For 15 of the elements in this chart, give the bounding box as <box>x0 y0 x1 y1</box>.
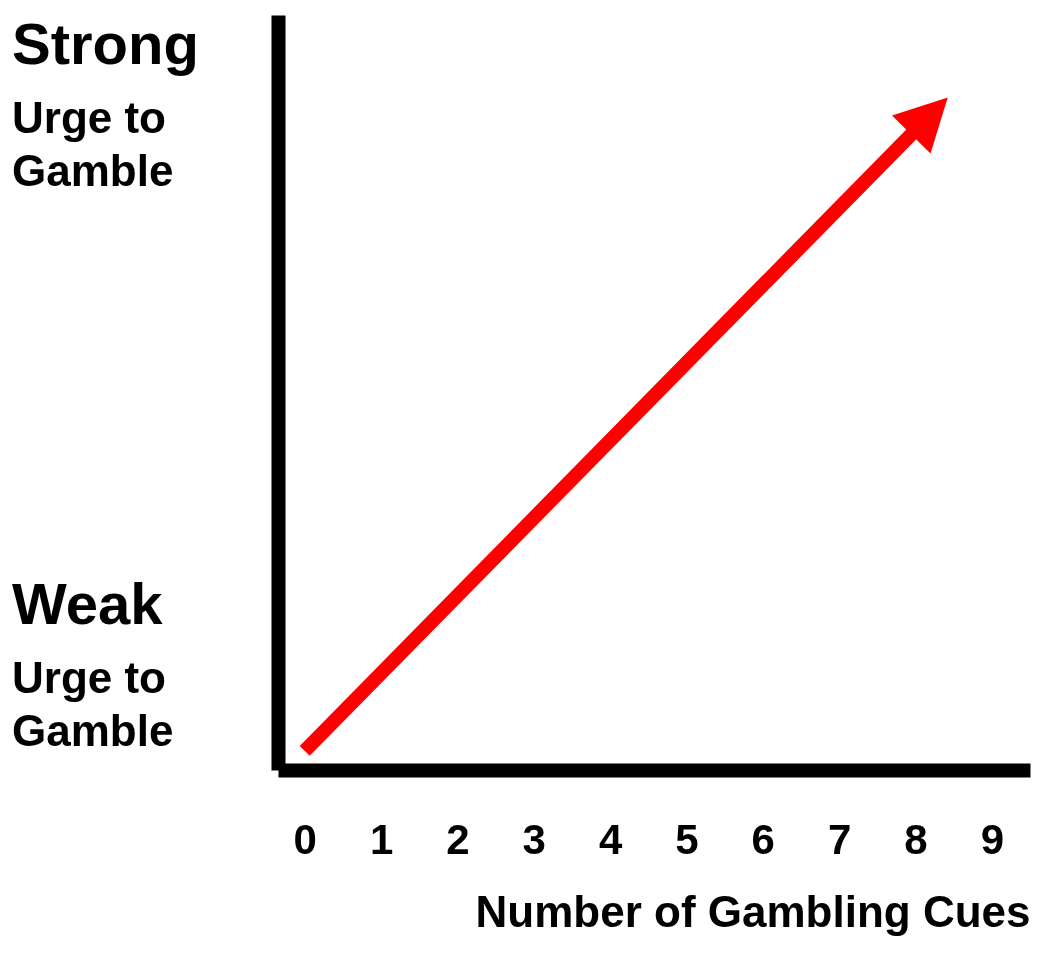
x-tick-label: 8 <box>904 815 928 863</box>
x-tick-label: 5 <box>675 815 699 863</box>
x-tick-label: 6 <box>751 815 775 863</box>
x-tick-label: 2 <box>446 815 470 863</box>
x-tick-label: 4 <box>598 815 623 863</box>
text: Strong <box>12 11 200 76</box>
text: Urge to Gamble <box>12 652 175 757</box>
text: Weak <box>12 571 164 636</box>
x-tick-label: 0 <box>293 815 317 863</box>
x-tick-label: 3 <box>522 815 546 863</box>
x-tick-label: 1 <box>369 815 394 863</box>
x-tick-label: 7 <box>827 815 852 863</box>
text: Urge to Gamble <box>12 92 175 197</box>
x-tick-label: 9 <box>980 815 1005 863</box>
x-axis-title: Number of Gambling Cues <box>475 886 1031 936</box>
